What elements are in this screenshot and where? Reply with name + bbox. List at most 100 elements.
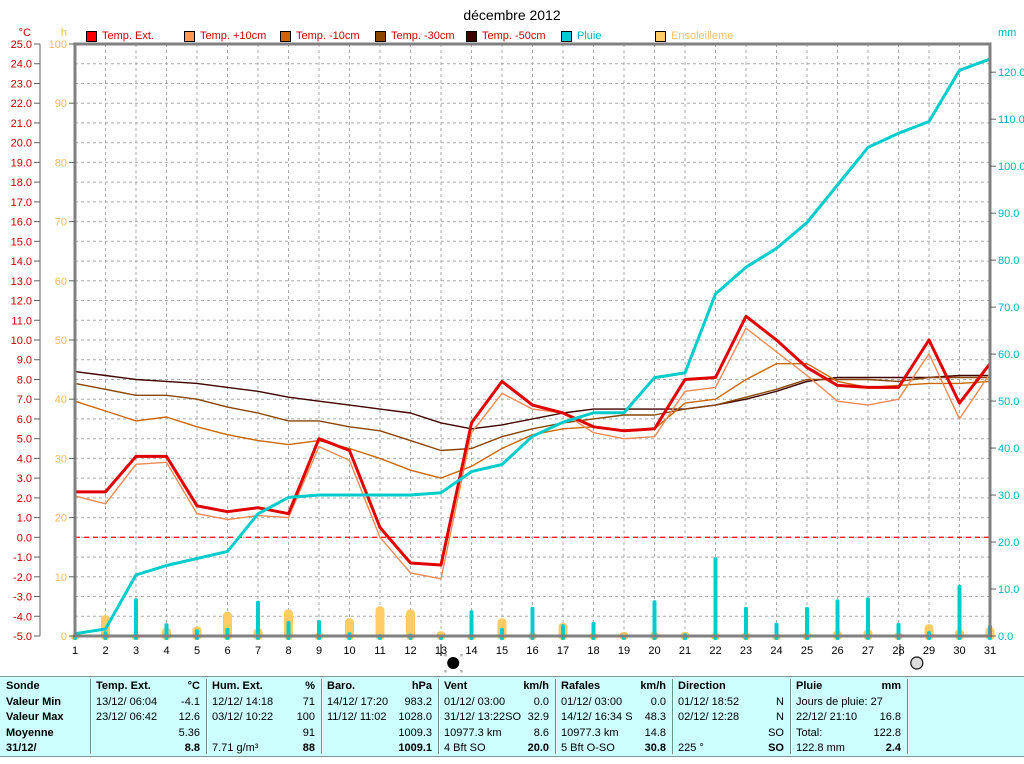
svg-text:25.0: 25.0	[11, 39, 32, 51]
svg-text:0.0: 0.0	[998, 631, 1013, 643]
svg-text:20: 20	[55, 513, 67, 525]
table-cell: 7.71 g/m³ 88	[212, 742, 315, 754]
pluie-jour-bar	[805, 606, 809, 640]
legend-label: Ensoleilleme	[671, 30, 734, 42]
svg-text:1: 1	[72, 645, 78, 657]
table-cell: 14/12/ 17:20 983.2	[327, 695, 432, 708]
table-cell: 122.8 mm 2.4	[796, 742, 901, 754]
table-cell: SO	[768, 726, 784, 739]
table-separator	[555, 679, 556, 754]
legend-item-temp-50cm: Temp. -50cm	[466, 30, 546, 42]
table-cell: 31/12/ 13:22SO 32.9	[444, 711, 549, 723]
new-moon-icon	[447, 657, 460, 669]
svg-text:22.0: 22.0	[11, 98, 32, 110]
table-col-header: Baro. hPa	[327, 680, 432, 692]
table-separator	[438, 679, 439, 754]
legend-label: Temp. -10cm	[296, 30, 360, 42]
temp-10cm-swatch-icon	[280, 30, 291, 42]
table-col-header: Vent km/h	[444, 680, 549, 692]
svg-text:24.0: 24.0	[11, 59, 32, 71]
legend-label: Temp. +10cm	[200, 30, 267, 42]
svg-text:7: 7	[255, 645, 261, 657]
pluie-jour-bar	[744, 606, 748, 640]
svg-text:20.0: 20.0	[998, 537, 1019, 549]
svg-text:-1.0: -1.0	[13, 552, 32, 564]
svg-text:24: 24	[770, 645, 782, 657]
svg-text:6: 6	[224, 645, 230, 657]
legend-item-ensoleilleme: Ensoleilleme	[655, 30, 733, 42]
svg-text:6.0: 6.0	[17, 414, 32, 426]
table-cell: 03/12/ 10:22 100	[212, 711, 315, 723]
pluie-jour-bar	[713, 557, 718, 640]
svg-text:17.0: 17.0	[11, 197, 32, 209]
svg-text:20.0: 20.0	[11, 138, 32, 150]
svg-text:4: 4	[163, 645, 169, 657]
svg-text:2: 2	[102, 645, 108, 657]
rain-axis: 0.0 10.0 20.0 30.0 40.0 50.0 60.0 70.0 80.0 90.0 1…	[990, 27, 1024, 643]
table-separator	[90, 679, 91, 754]
svg-text:0.0: 0.0	[17, 532, 32, 544]
chart-plot: -5.0 -4.0 -3.0 -2.0 -1.0 0.0 1.0 2.0 3.0 4.0 5.0 6.…	[11, 27, 1024, 673]
pluie-swatch-icon	[561, 30, 572, 42]
pluie-jour-bar	[957, 584, 962, 640]
svg-text:2.0: 2.0	[17, 493, 32, 505]
ensoleillement-bar	[375, 606, 385, 640]
svg-text:12: 12	[404, 645, 416, 657]
pluie-jour-bar	[134, 598, 138, 640]
legend-label: Temp. Ext.	[102, 30, 154, 42]
temp-30cm-swatch-icon	[375, 30, 386, 42]
svg-text:10: 10	[343, 645, 355, 657]
pluie-jour-bar	[866, 597, 870, 640]
svg-text:26: 26	[831, 645, 843, 657]
svg-text:8.0: 8.0	[17, 375, 32, 387]
svg-text:15.0: 15.0	[11, 236, 32, 248]
svg-text:50: 50	[55, 335, 67, 347]
svg-text:1.0: 1.0	[17, 513, 32, 525]
svg-text:13.0: 13.0	[11, 276, 32, 288]
table-cell: 225 ° SO	[678, 742, 784, 754]
svg-text:5.0: 5.0	[17, 434, 32, 446]
table-col-baro: Baro. hPa 14/12/ 17:20 983.2 11/12/ 11:02 102…	[327, 679, 432, 757]
table-cell: 02/12/ 12:28 N	[678, 711, 784, 723]
table-cell: 1009.1	[398, 742, 432, 754]
table-cell: 91	[302, 726, 315, 739]
table-separator	[790, 679, 791, 754]
table-cell: 22/12/ 21:10 16.8	[796, 711, 901, 723]
day-axis-labels: 1 2 3 4 5 6 7 8 9 10 11 12 13 14 15 16 17 18 19 20 21 22 23 24 2…	[72, 645, 996, 657]
svg-text:30: 30	[953, 645, 965, 657]
temp-10cm-swatch-icon	[184, 30, 195, 42]
temp-50cm-swatch-icon	[466, 30, 477, 42]
svg-text:25: 25	[801, 645, 813, 657]
svg-text:60: 60	[55, 276, 67, 288]
pluie-jour-bar	[835, 599, 840, 640]
table-col-hum-ext: Hum. Ext.% 12/12/ 14:18 71 03/12/ 10:22 100 9…	[212, 679, 315, 757]
legend-label: Pluie	[577, 30, 602, 42]
table-col-header: Hum. Ext.%	[212, 680, 315, 692]
svg-text:3.0: 3.0	[17, 473, 32, 485]
summary-table: Sonde Valeur Min Valeur Max Moyenne 31/12/Te…	[0, 676, 1024, 757]
table-cell: 1009.3	[398, 726, 432, 739]
table-cell: Jours de pluie: 27	[796, 695, 883, 708]
table-col-header: Pluie mm	[796, 680, 901, 692]
svg-text:14: 14	[465, 645, 477, 657]
gridlines	[75, 44, 990, 636]
temp-ext-swatch-icon	[86, 30, 97, 42]
svg-text:-2.0: -2.0	[13, 572, 32, 584]
table-separator	[206, 679, 207, 754]
svg-text:80: 80	[55, 157, 67, 169]
table-cell: 4 Bft SO 20.0	[444, 742, 549, 754]
svg-text:14.0: 14.0	[11, 256, 32, 268]
svg-text:16.0: 16.0	[11, 217, 32, 229]
svg-text:90.0: 90.0	[998, 208, 1019, 220]
svg-text:100.0: 100.0	[998, 161, 1024, 173]
table-separator	[907, 679, 908, 754]
ensoleillement-bar	[223, 611, 232, 640]
svg-text:20: 20	[648, 645, 660, 657]
svg-text:3: 3	[133, 645, 139, 657]
svg-text:120.0: 120.0	[998, 67, 1024, 79]
svg-text:10: 10	[55, 572, 67, 584]
pluie-jour-bar	[530, 606, 535, 640]
svg-text:50.0: 50.0	[998, 396, 1019, 408]
